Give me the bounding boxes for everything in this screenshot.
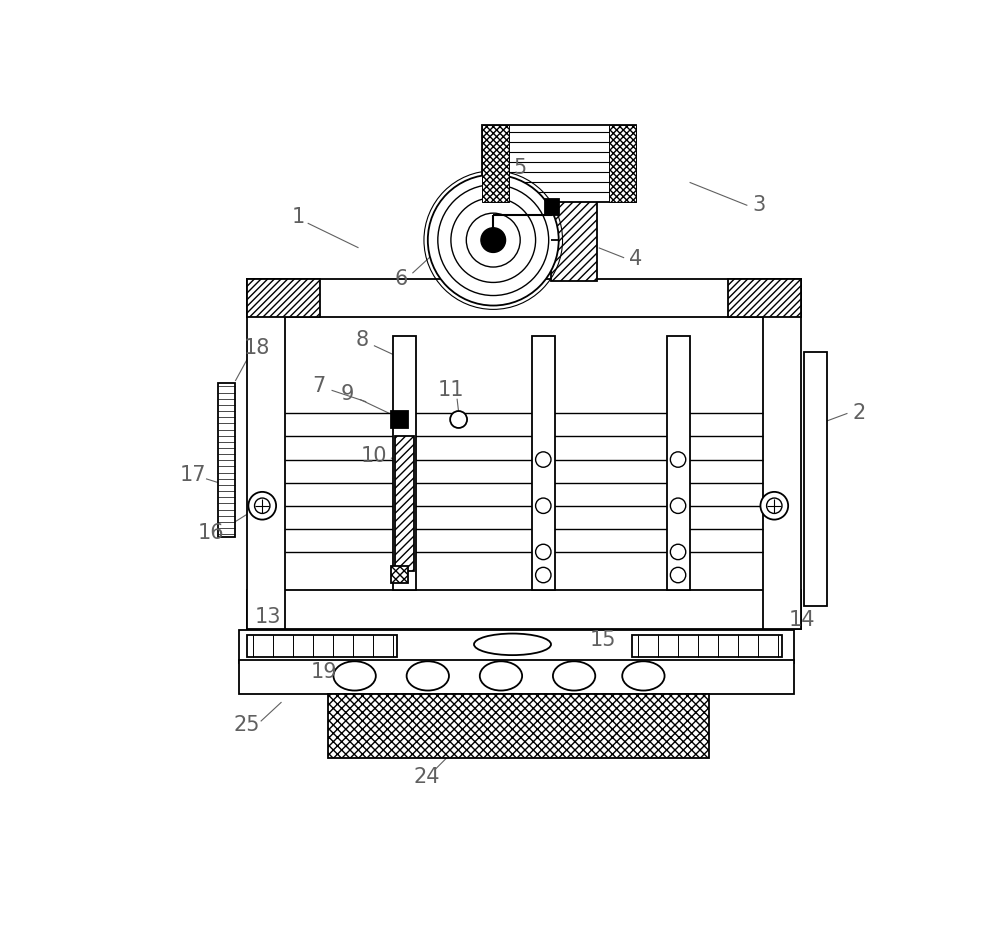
Text: 15: 15 [590, 630, 617, 651]
Circle shape [450, 411, 467, 428]
Text: 6: 6 [394, 268, 408, 288]
Text: 3: 3 [752, 195, 766, 216]
Circle shape [670, 498, 686, 513]
Circle shape [481, 228, 506, 252]
Bar [609, 124, 636, 202]
Ellipse shape [407, 661, 449, 690]
Circle shape [670, 567, 686, 583]
Circle shape [760, 492, 788, 520]
Bar [328, 694, 709, 757]
Text: 17: 17 [180, 465, 206, 485]
Text: 10: 10 [361, 446, 387, 465]
Text: 25: 25 [234, 715, 260, 735]
Circle shape [255, 498, 270, 513]
Ellipse shape [333, 661, 376, 690]
Text: 5: 5 [514, 158, 527, 178]
Bar [804, 351, 827, 606]
Circle shape [536, 452, 551, 467]
Text: 16: 16 [197, 523, 224, 543]
Bar [247, 279, 801, 317]
Text: 11: 11 [438, 381, 464, 400]
Bar [482, 124, 509, 202]
Ellipse shape [553, 661, 595, 690]
Text: 24: 24 [413, 767, 440, 787]
Circle shape [428, 174, 559, 305]
Bar [239, 659, 794, 694]
Text: 7: 7 [312, 377, 325, 397]
Circle shape [451, 198, 536, 283]
Bar [391, 411, 408, 428]
Circle shape [670, 452, 686, 467]
Bar [551, 198, 597, 281]
Text: 1: 1 [292, 207, 305, 227]
Circle shape [536, 544, 551, 560]
Bar [247, 591, 801, 629]
Bar [247, 635, 397, 657]
Circle shape [767, 498, 782, 513]
Bar [391, 566, 408, 583]
Bar [632, 635, 782, 657]
Circle shape [536, 498, 551, 513]
Ellipse shape [622, 661, 665, 690]
Circle shape [670, 544, 686, 560]
Ellipse shape [480, 661, 522, 690]
Text: 8: 8 [356, 331, 369, 350]
Text: 9: 9 [340, 384, 354, 404]
Bar [482, 124, 636, 202]
Text: 13: 13 [254, 607, 281, 626]
Bar [393, 336, 416, 591]
Bar [666, 336, 690, 591]
Circle shape [466, 213, 520, 267]
Text: 14: 14 [789, 609, 815, 629]
Text: 4: 4 [629, 250, 642, 269]
Circle shape [248, 492, 276, 520]
Bar [395, 436, 414, 571]
Circle shape [536, 567, 551, 583]
Bar [532, 336, 555, 591]
Bar [247, 279, 320, 317]
Bar [545, 200, 559, 215]
Bar [247, 279, 285, 629]
Bar [763, 279, 801, 629]
Text: 18: 18 [244, 338, 270, 358]
Text: 2: 2 [852, 403, 866, 423]
Ellipse shape [474, 634, 551, 655]
Bar [218, 382, 235, 537]
Bar [239, 630, 794, 663]
Circle shape [438, 185, 549, 296]
Bar [728, 279, 801, 317]
Text: 19: 19 [311, 662, 337, 682]
